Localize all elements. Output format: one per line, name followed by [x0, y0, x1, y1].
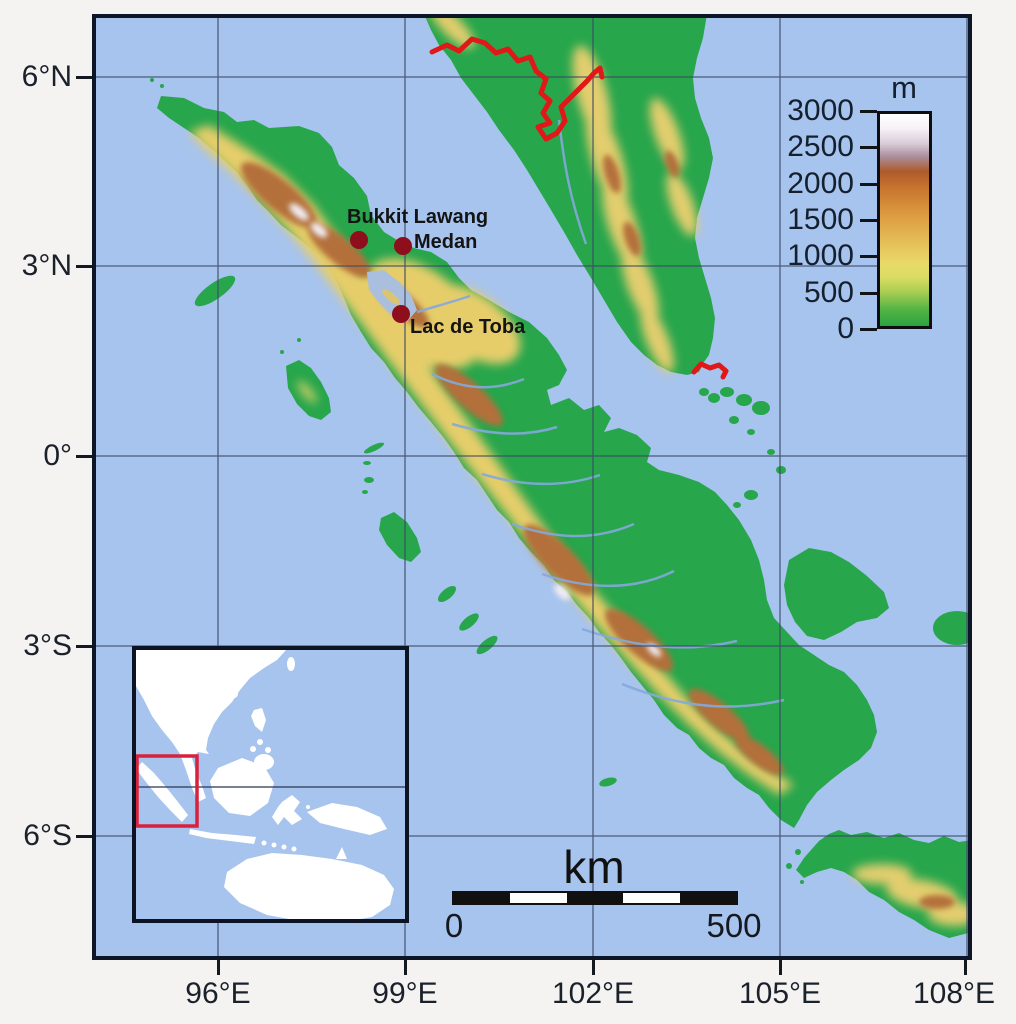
legend-tick: [860, 183, 877, 186]
scale-bar-title: km: [563, 841, 625, 893]
lon-label-105e: 105°E: [738, 977, 822, 1010]
lon-tick: [217, 960, 220, 975]
legend-value: 1000: [787, 239, 854, 272]
lon-tick: [592, 960, 595, 975]
legend-tick: [860, 219, 877, 222]
lon-tick: [779, 960, 782, 975]
legend-tick: [860, 328, 877, 331]
country-border-lines: [429, 36, 729, 380]
locator-inset-map: [132, 646, 409, 923]
singapore-border: [691, 361, 729, 380]
lat-tick: [76, 835, 92, 838]
lon-label-96e: 96°E: [185, 977, 251, 1010]
scale-end-label: 500: [706, 907, 762, 944]
inset-philippines: [251, 708, 266, 732]
inset-highlight-rect: [136, 754, 199, 828]
legend-value: 0: [837, 312, 854, 345]
lon-label-102e: 102°E: [551, 977, 635, 1010]
inset-sumatra: [136, 762, 188, 822]
scale-bar: [452, 891, 738, 905]
samosir-island: [382, 289, 400, 305]
marker-label-lac-de-toba: Lac de Toba: [410, 316, 526, 338]
inset-australia: [224, 853, 394, 919]
lon-tick: [964, 960, 967, 975]
lat-label-3n: 3°N: [21, 249, 72, 282]
lat-label-3s: 3°S: [23, 629, 72, 662]
islands: [150, 78, 972, 938]
lat-tick: [76, 265, 92, 268]
lon-tick: [404, 960, 407, 975]
inset-asia-mainland: [136, 650, 286, 802]
lat-tick: [76, 645, 92, 648]
legend-unit-label: m: [891, 70, 917, 105]
legend-value: 500: [803, 276, 854, 309]
inset-geography: [136, 650, 405, 919]
marker-label-bukkit-lawang: Bukkit Lawang: [347, 206, 489, 228]
lat-label-6s: 6°S: [23, 819, 72, 852]
legend-value: 2000: [787, 167, 854, 200]
legend-tick: [860, 255, 877, 258]
legend-value: 2500: [787, 130, 854, 163]
legend-tick: [860, 110, 877, 113]
legend-tick: [860, 146, 877, 149]
lon-label-99e: 99°E: [372, 977, 438, 1010]
marker-dot-medan: [394, 237, 412, 255]
map-border: [92, 14, 972, 960]
legend-value: 3000: [787, 94, 854, 127]
elevation-colorbar: [877, 111, 932, 329]
marker-dot-bukkit-lawang: [350, 231, 368, 249]
lat-label-0: 0°: [43, 439, 72, 472]
lat-tick: [76, 455, 92, 458]
map-canvas: m 3000 2500 2000 1500 1000 500 0 km 0: [92, 14, 972, 960]
malaysia-thailand-border: [429, 36, 605, 142]
legend-tick: [860, 292, 877, 295]
lon-label-108e: 108°E: [912, 977, 996, 1010]
legend-value: 1500: [787, 203, 854, 236]
scale-start-label: 0: [444, 907, 464, 944]
inset-sulawesi: [272, 795, 302, 825]
lat-label-6n: 6°N: [21, 60, 72, 93]
marker-label-medan: Medan: [414, 231, 478, 253]
inset-java: [189, 829, 256, 844]
land-java: [796, 830, 972, 938]
inset-new-guinea: [307, 803, 387, 835]
marker-dot-lac-de-toba: [392, 305, 410, 323]
rivers: [416, 119, 785, 708]
lat-tick: [76, 76, 92, 79]
